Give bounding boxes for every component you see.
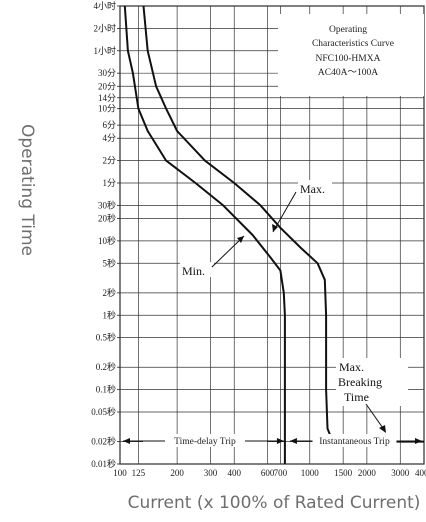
- breaking-time-bg: [336, 358, 408, 406]
- min-leader-line: [211, 235, 245, 268]
- y-tick-label-13: 10秒: [98, 235, 116, 246]
- y-tick-label-16: 1秒: [102, 309, 116, 320]
- min-leader-arrow: [237, 236, 244, 243]
- x-tick-label-600: 600: [261, 468, 275, 478]
- y-tick-label-1: 2小时: [93, 22, 116, 33]
- time-delay-trip-label: Time-delay Trip: [174, 437, 236, 447]
- x-tick-label-200: 200: [170, 468, 184, 478]
- x-tick-label-400: 400: [227, 468, 241, 478]
- breaking-time-line-1: Max.: [339, 360, 364, 374]
- chart-title-line-3: NFC100-HMXA: [316, 54, 381, 64]
- y-tick-label-19: 0.1秒: [96, 384, 116, 395]
- time-delay-arrow-right: [276, 438, 284, 444]
- y-tick-label-7: 6分: [102, 120, 116, 130]
- curve-min: [123, 5, 286, 464]
- instantaneous-arrow-right: [415, 438, 422, 444]
- chart-title-line-4: AC40A～100A: [318, 68, 378, 78]
- y-tick-label-21: 0.02秒: [91, 436, 116, 447]
- y-tick-label-10: 1分: [102, 178, 116, 188]
- y-tick-label-8: 4分: [102, 133, 116, 143]
- instantaneous-label-bg: [312, 434, 397, 447]
- breaking-time-line-3: Time: [344, 390, 369, 404]
- time-delay-arrow-left: [123, 438, 130, 444]
- chart-series-layer: [123, 5, 424, 464]
- chart-title-line-2: Characteristics Curve: [312, 39, 394, 49]
- x-tick-label-4000: 4000: [415, 468, 426, 478]
- x-tick-label-1500: 1500: [334, 468, 353, 478]
- min-label-bg: [180, 262, 214, 277]
- max-leader-line: [272, 191, 297, 233]
- y-tick-label-15: 2秒: [102, 287, 116, 298]
- instantaneous-trip-label: Instantaneous Trip: [319, 437, 390, 447]
- y-tick-label-9: 2分: [102, 156, 116, 166]
- y-tick-label-20: 0.05秒: [91, 406, 116, 417]
- y-tick-label-14: 5秒: [102, 257, 116, 268]
- max-curve-label: Max.: [300, 182, 325, 196]
- x-tick-label-300: 300: [204, 468, 218, 478]
- breaking-time-line-2: Breaking: [338, 375, 382, 389]
- x-tick-label-3000: 3000: [391, 468, 410, 478]
- y-axis-title: Operating Time: [17, 124, 37, 256]
- max-leader-arrow: [272, 224, 278, 232]
- x-axis-title: Current (x 100% of Rated Current): [128, 493, 421, 513]
- title-box-mask: [278, 14, 424, 96]
- x-tick-label-1000: 1000: [301, 468, 320, 478]
- curve-max: [142, 5, 424, 443]
- y-tick-label-12: 20秒: [98, 213, 116, 224]
- min-curve-label: Min.: [182, 264, 205, 278]
- y-tick-label-5: 14分: [98, 93, 116, 103]
- time-delay-label-bg: [164, 434, 245, 447]
- breaking-time-arrow: [379, 425, 386, 433]
- chart-title-line-1: Operating: [329, 25, 367, 35]
- x-tick-label-100: 100: [113, 468, 127, 478]
- y-tick-label-2: 1小时: [93, 45, 116, 56]
- x-tick-label-125: 125: [132, 468, 146, 478]
- x-tick-label-2000: 2000: [358, 468, 377, 478]
- y-tick-label-18: 0.2秒: [96, 361, 116, 372]
- y-tick-label-0: 4小时: [93, 0, 116, 11]
- y-tick-label-3: 30分: [98, 68, 116, 78]
- y-tick-label-11: 30秒: [98, 199, 116, 210]
- breaking-time-leader: [365, 403, 386, 432]
- y-tick-label-22: 0.01秒: [91, 458, 116, 469]
- y-tick-label-4: 20分: [98, 81, 116, 91]
- y-tick-label-17: 0.5秒: [96, 332, 116, 343]
- max-label-bg: [298, 180, 332, 195]
- instantaneous-arrow-left: [289, 438, 297, 444]
- x-tick-label-700: 700: [274, 468, 288, 478]
- y-tick-label-6: 10分: [98, 104, 116, 114]
